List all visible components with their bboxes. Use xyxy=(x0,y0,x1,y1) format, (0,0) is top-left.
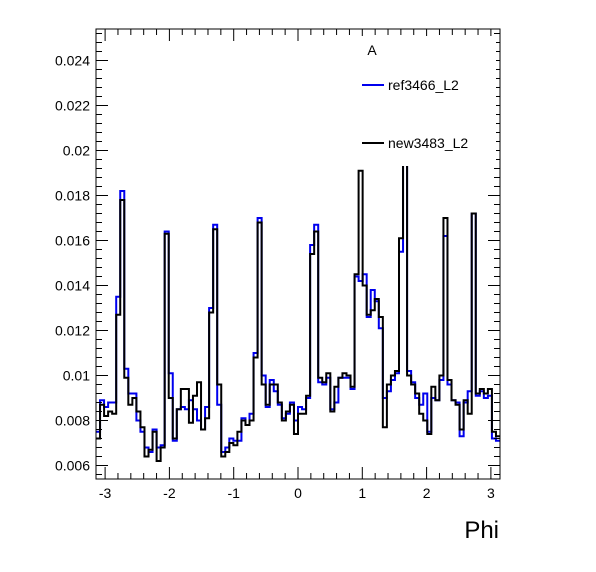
y-tick-label: 0.008 xyxy=(55,413,90,429)
legend-header: A xyxy=(367,42,377,58)
series-line-new3483_L2 xyxy=(96,145,500,462)
axis-ticks xyxy=(96,29,500,479)
x-tick-label: -1 xyxy=(227,485,240,501)
x-tick-label: 3 xyxy=(487,485,495,501)
legend: A ref3466_L2 new3483_L2 xyxy=(358,36,496,166)
series-layer xyxy=(96,145,500,462)
tick-labels: 0.006 0.008 0.01 0.012 0.014 0.016 0.018 0.02 0.… xyxy=(55,53,495,502)
legend-box xyxy=(358,36,496,166)
y-tick-label: 0.012 xyxy=(55,323,90,339)
x-tick-label: -3 xyxy=(99,485,112,501)
x-tick-label: 2 xyxy=(423,485,431,501)
series-line-ref3466_L2 xyxy=(96,158,500,453)
y-tick-label: 0.018 xyxy=(55,188,90,204)
x-tick-label: 1 xyxy=(358,485,366,501)
x-tick-label: 0 xyxy=(294,485,302,501)
y-tick-label: 0.022 xyxy=(55,98,90,114)
x-tick-label: -2 xyxy=(163,485,176,501)
legend-label-new3483: new3483_L2 xyxy=(388,135,468,151)
y-tick-label: 0.02 xyxy=(63,143,90,159)
x-axis-title: Phi xyxy=(464,517,499,544)
y-tick-label: 0.01 xyxy=(63,368,90,384)
y-tick-label: 0.014 xyxy=(55,278,90,294)
y-tick-label: 0.006 xyxy=(55,458,90,474)
y-tick-label: 0.016 xyxy=(55,233,90,249)
legend-label-ref3466: ref3466_L2 xyxy=(388,77,459,93)
y-tick-label: 0.024 xyxy=(55,53,90,69)
